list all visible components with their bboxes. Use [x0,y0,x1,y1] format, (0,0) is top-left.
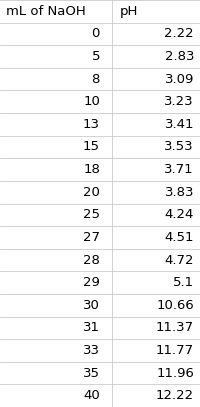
Text: 3.53: 3.53 [164,140,194,153]
Text: 29: 29 [83,276,100,289]
Text: 10.66: 10.66 [156,299,194,312]
Text: 4.24: 4.24 [165,208,194,221]
Text: pH: pH [120,5,138,18]
Text: 2.83: 2.83 [164,50,194,63]
Text: 3.71: 3.71 [164,163,194,176]
Text: 3.23: 3.23 [164,95,194,108]
Text: 10: 10 [83,95,100,108]
Text: 31: 31 [83,322,100,335]
Text: 3.09: 3.09 [165,72,194,85]
Text: 33: 33 [83,344,100,357]
Text: 0: 0 [92,27,100,40]
Text: 5.1: 5.1 [173,276,194,289]
Text: 28: 28 [83,254,100,267]
Text: 3.41: 3.41 [164,118,194,131]
Text: 20: 20 [83,186,100,199]
Text: 30: 30 [83,299,100,312]
Text: 4.72: 4.72 [164,254,194,267]
Text: 11.37: 11.37 [156,322,194,335]
Text: 27: 27 [83,231,100,244]
Text: 8: 8 [92,72,100,85]
Text: 4.51: 4.51 [164,231,194,244]
Text: 40: 40 [83,389,100,402]
Text: 11.77: 11.77 [156,344,194,357]
Text: 25: 25 [83,208,100,221]
Text: 18: 18 [83,163,100,176]
Text: 3.83: 3.83 [164,186,194,199]
Text: 13: 13 [83,118,100,131]
Text: 2.22: 2.22 [164,27,194,40]
Text: 12.22: 12.22 [156,389,194,402]
Text: 11.96: 11.96 [156,367,194,380]
Text: 35: 35 [83,367,100,380]
Text: 15: 15 [83,140,100,153]
Text: mL of NaOH: mL of NaOH [6,5,86,18]
Text: 5: 5 [92,50,100,63]
